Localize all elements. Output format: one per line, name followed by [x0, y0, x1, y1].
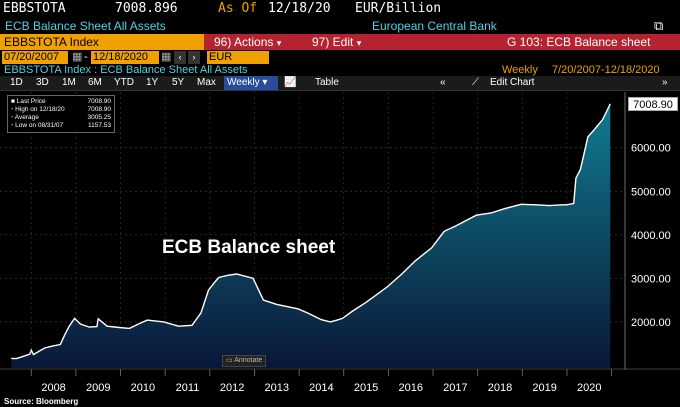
- x-tick-label: 2014: [309, 382, 333, 394]
- legend-value: 7008.90: [87, 98, 112, 105]
- edit-chart-button[interactable]: Edit Chart: [490, 77, 535, 88]
- annotate-label: Annotate: [234, 357, 263, 364]
- x-tick-label: 2020: [577, 382, 601, 394]
- y-tick-label: 2000.00: [631, 317, 671, 329]
- chevron-down-icon: ▾: [356, 38, 362, 48]
- popout-icon[interactable]: ⧉: [654, 18, 664, 33]
- date-range-bar: 07/20/2007 ▦ - 12/18/2020 ▦ ‹ › EUR: [0, 51, 680, 64]
- edit-label: 97) Edit: [312, 35, 354, 49]
- command-bar: EBBSTOTA Index 96) Actions ▾ 97) Edit ▾ …: [0, 34, 680, 50]
- dot-icon: •: [11, 122, 14, 129]
- last-value: 7008.896: [115, 1, 178, 16]
- period-3d[interactable]: 3D: [36, 77, 49, 88]
- chart-area: 2000.00 3000.00 4000.00 5000.00 6000.00 2008…: [0, 92, 680, 394]
- source-name: European Central Bank: [372, 19, 497, 33]
- previous-arrow-icon[interactable]: ‹: [174, 51, 186, 64]
- line-chart-icon[interactable]: 📈: [284, 77, 297, 88]
- periodicity-label: Weekly: [502, 64, 538, 76]
- ticker: EBBSTOTA: [3, 1, 66, 16]
- data-line: [11, 103, 611, 360]
- dot-icon: •: [11, 114, 14, 121]
- annotate-icon: ▭: [226, 357, 233, 364]
- calendar-icon[interactable]: ▦: [161, 51, 172, 63]
- legend-value: 3005.25: [87, 114, 112, 121]
- expand-right-icon[interactable]: »: [662, 77, 668, 88]
- x-tick-label: 2013: [265, 382, 289, 394]
- frequency-label: Weekly: [227, 77, 260, 88]
- chart-subtitle: EBBSTOTA Index : ECB Balance Sheet All A…: [4, 64, 248, 76]
- range-separator: -: [84, 51, 88, 63]
- x-axis: 2008 2009 2010 2011 2012 2013 2014 2015 2016 2017…: [0, 368, 680, 394]
- chevron-down-icon: ▾: [262, 77, 268, 88]
- unit-label: EUR/Billion: [355, 1, 442, 16]
- legend-label: High on 12/18/20: [15, 106, 65, 113]
- as-of-label: As Of: [218, 1, 258, 16]
- period-max[interactable]: Max: [197, 77, 216, 88]
- security-description: ECB Balance Sheet All Assets European Ce…: [0, 18, 680, 34]
- date-span-label: 7/20/2007-12/18/2020: [552, 64, 660, 76]
- x-tick-label: 2017: [443, 382, 467, 394]
- legend-last-price: ■ Last Price 7008.90: [11, 98, 111, 106]
- dot-icon: •: [11, 106, 14, 113]
- square-icon: ■: [11, 98, 15, 105]
- x-tick-label: 2008: [41, 382, 65, 394]
- annotate-button[interactable]: ▭ Annotate: [222, 355, 267, 367]
- y-tick-label: 4000.00: [631, 230, 671, 242]
- as-of-date: 12/18/20: [268, 1, 331, 16]
- source-note: Source: Bloomberg: [4, 397, 79, 406]
- last-value-badge: 7008.90: [628, 97, 678, 111]
- edit-menu[interactable]: 97) Edit ▾: [312, 34, 361, 50]
- period-ytd[interactable]: YTD: [114, 77, 134, 88]
- y-tick-label: 5000.00: [631, 186, 671, 198]
- chart-title: ECB Balance sheet: [162, 237, 336, 258]
- x-tick-label: 2018: [488, 382, 512, 394]
- y-axis: 2000.00 3000.00 4000.00 5000.00 6000.00: [624, 92, 671, 370]
- period-1d[interactable]: 1D: [10, 77, 23, 88]
- security-field[interactable]: EBBSTOTA Index: [0, 34, 204, 50]
- x-tick-label: 2009: [86, 382, 110, 394]
- y-tick-label: 3000.00: [631, 273, 671, 285]
- period-1y[interactable]: 1Y: [146, 77, 159, 88]
- start-date-field[interactable]: 07/20/2007: [2, 51, 68, 64]
- chart-subtitle-bar: EBBSTOTA Index : ECB Balance Sheet All A…: [0, 64, 680, 76]
- x-tick-label: 2016: [398, 382, 422, 394]
- period-6m[interactable]: 6M: [88, 77, 102, 88]
- legend-label: Low on 08/31/07: [15, 122, 64, 129]
- actions-label: 96) Actions: [214, 35, 274, 49]
- period-1m[interactable]: 1M: [62, 77, 76, 88]
- edit-chart-icon[interactable]: ⟋: [472, 77, 479, 88]
- legend-label: Average: [14, 114, 39, 121]
- frequency-select[interactable]: Weekly ▾: [224, 76, 278, 90]
- x-tick-label: 2011: [176, 382, 200, 394]
- period-5y[interactable]: 5Y: [172, 77, 185, 88]
- next-arrow-icon[interactable]: ›: [188, 51, 200, 64]
- x-tick-label: 2012: [220, 382, 244, 394]
- security-name: ECB Balance Sheet All Assets: [5, 19, 166, 33]
- data-area: [11, 103, 611, 369]
- actions-menu[interactable]: 96) Actions ▾: [214, 34, 281, 50]
- legend-value: 1157.53: [87, 122, 111, 129]
- x-tick-label: 2015: [354, 382, 378, 394]
- security-header: EBBSTOTA 7008.896 As Of 12/18/20 EUR/Bil…: [0, 0, 680, 18]
- y-tick-label: 6000.00: [631, 143, 671, 155]
- legend-value: 7008.90: [87, 106, 112, 113]
- legend: ■ Last Price 7008.90 • High on 12/18/20 70…: [7, 95, 115, 133]
- x-tick-label: 2010: [131, 382, 155, 394]
- chart-toolbar: 1D 3D 1M 6M YTD 1Y 5Y Max Weekly ▾ 📈 Tab…: [0, 76, 680, 91]
- x-tick-label: 2019: [532, 382, 556, 394]
- legend-average: • Average 3005.25: [11, 114, 111, 122]
- collapse-left-icon[interactable]: «: [440, 77, 446, 88]
- calendar-icon[interactable]: ▦: [72, 51, 83, 63]
- legend-label: Last Price: [16, 98, 46, 105]
- function-title: G 103: ECB Balance sheet: [507, 35, 651, 49]
- legend-high: • High on 12/18/20 7008.90: [11, 106, 111, 114]
- chevron-down-icon: ▾: [276, 38, 282, 48]
- end-date-field[interactable]: 12/18/2020: [91, 51, 159, 64]
- legend-low: • Low on 08/31/07 1157.53: [11, 122, 111, 130]
- table-button[interactable]: Table: [315, 77, 339, 88]
- currency-field[interactable]: EUR: [207, 51, 269, 64]
